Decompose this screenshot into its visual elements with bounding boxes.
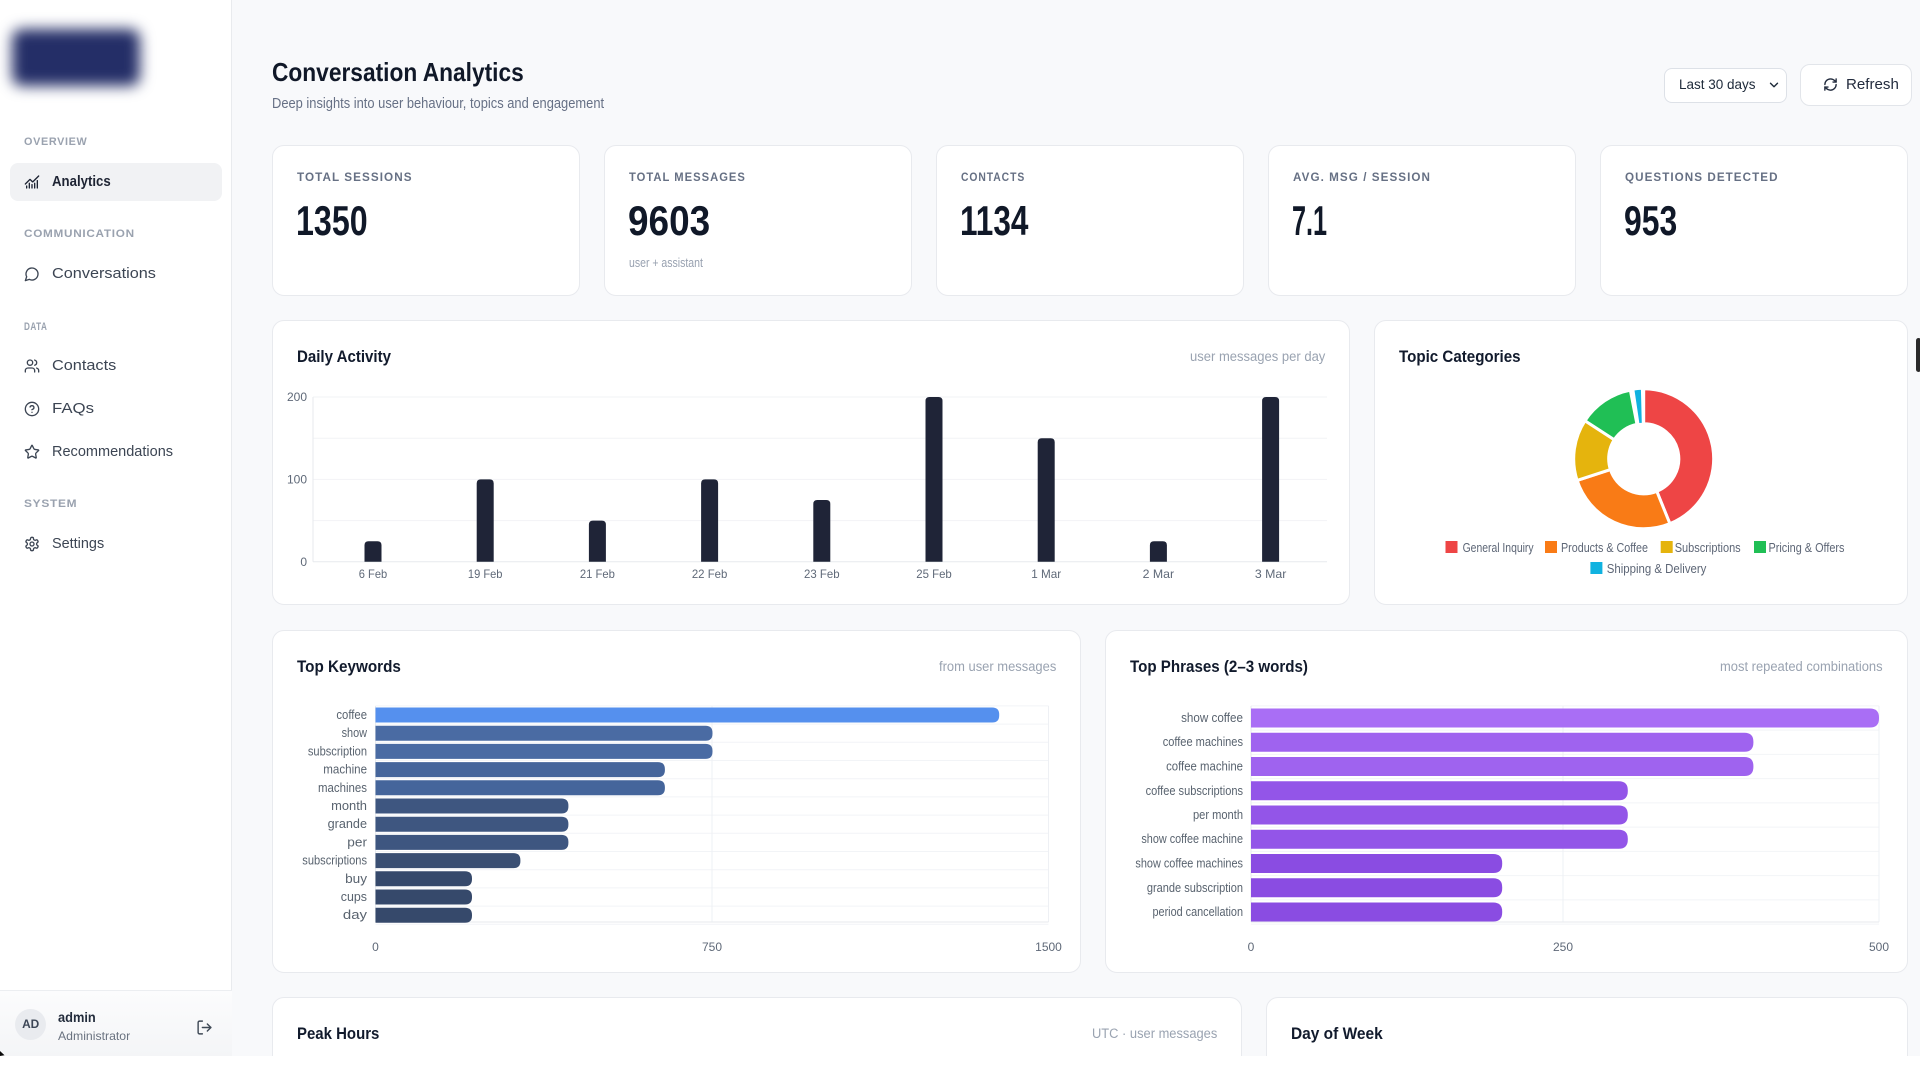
svg-text:General Inquiry: General Inquiry	[1463, 540, 1534, 555]
svg-text:750: 750	[702, 940, 722, 954]
svg-text:Shipping & Delivery: Shipping & Delivery	[1607, 561, 1707, 576]
svg-text:show coffee machines: show coffee machines	[1135, 857, 1243, 871]
svg-text:250: 250	[1553, 940, 1573, 954]
svg-text:show coffee: show coffee	[1181, 711, 1243, 725]
svg-text:show coffee machine: show coffee machine	[1141, 832, 1243, 846]
svg-text:0: 0	[372, 940, 379, 954]
svg-text:show: show	[342, 726, 368, 740]
svg-text:month: month	[331, 799, 367, 813]
svg-text:machine: machine	[323, 763, 367, 777]
svg-text:coffee: coffee	[336, 708, 367, 722]
svg-text:6 Feb: 6 Feb	[359, 567, 388, 581]
svg-text:subscriptions: subscriptions	[302, 854, 367, 868]
svg-text:1500: 1500	[1035, 940, 1062, 954]
svg-text:22 Feb: 22 Feb	[692, 567, 728, 581]
svg-text:grande subscription: grande subscription	[1147, 881, 1243, 895]
svg-text:500: 500	[1869, 940, 1889, 954]
svg-text:3 Mar: 3 Mar	[1255, 567, 1287, 581]
svg-text:1 Mar: 1 Mar	[1031, 567, 1061, 581]
svg-text:19 Feb: 19 Feb	[468, 567, 503, 581]
svg-text:Products & Coffee: Products & Coffee	[1561, 540, 1648, 555]
svg-text:machines: machines	[318, 781, 367, 795]
svg-text:23 Feb: 23 Feb	[804, 567, 840, 581]
svg-text:coffee subscriptions: coffee subscriptions	[1146, 784, 1243, 798]
svg-text:day: day	[343, 908, 368, 922]
svg-text:per month: per month	[1193, 808, 1243, 822]
svg-text:coffee machines: coffee machines	[1163, 735, 1243, 749]
svg-text:0: 0	[300, 555, 307, 569]
svg-text:100: 100	[287, 472, 307, 486]
svg-text:0: 0	[1248, 940, 1255, 954]
svg-text:cups: cups	[341, 890, 367, 904]
svg-text:200: 200	[287, 390, 307, 404]
svg-text:Subscriptions: Subscriptions	[1675, 540, 1741, 555]
svg-text:buy: buy	[345, 872, 368, 886]
svg-text:2 Mar: 2 Mar	[1143, 567, 1175, 581]
svg-text:coffee machine: coffee machine	[1166, 760, 1243, 774]
svg-text:21 Feb: 21 Feb	[580, 567, 615, 581]
svg-text:25 Feb: 25 Feb	[916, 567, 952, 581]
svg-text:grande: grande	[328, 817, 367, 831]
svg-text:subscription: subscription	[308, 744, 367, 758]
svg-text:period cancellation: period cancellation	[1153, 905, 1244, 919]
svg-text:per: per	[347, 835, 367, 849]
svg-text:Pricing & Offers: Pricing & Offers	[1769, 540, 1845, 555]
